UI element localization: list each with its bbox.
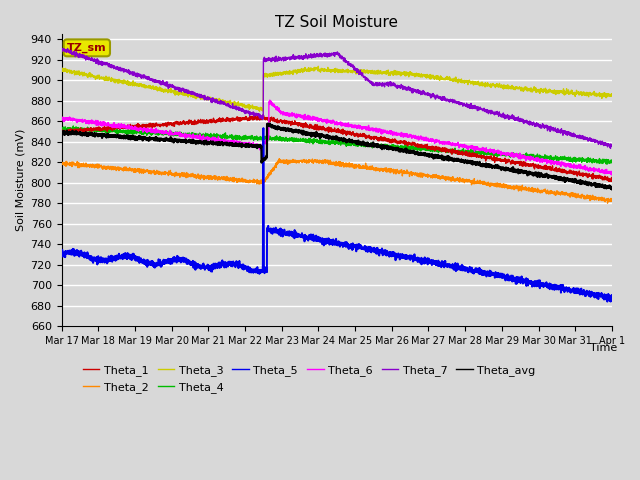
Legend: Theta_1, Theta_2, Theta_3, Theta_4, Theta_5, Theta_6, Theta_7, Theta_avg: Theta_1, Theta_2, Theta_3, Theta_4, Thet… bbox=[78, 360, 540, 397]
Title: TZ Soil Moisture: TZ Soil Moisture bbox=[275, 15, 398, 30]
X-axis label: Time: Time bbox=[590, 343, 618, 352]
Text: TZ_sm: TZ_sm bbox=[67, 43, 107, 53]
Y-axis label: Soil Moisture (mV): Soil Moisture (mV) bbox=[15, 129, 25, 231]
